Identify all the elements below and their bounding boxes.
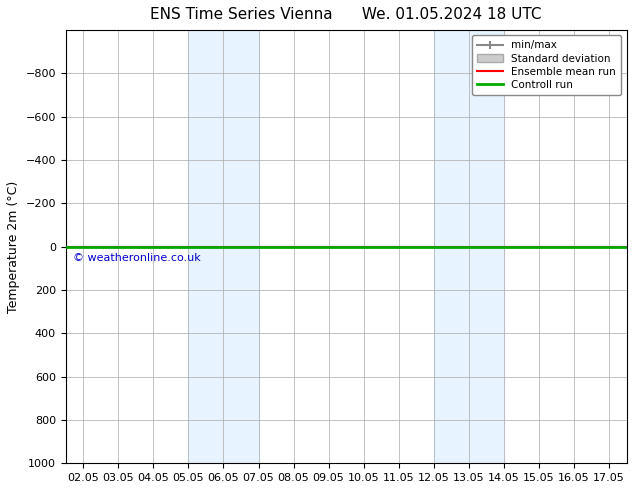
Legend: min/max, Standard deviation, Ensemble mean run, Controll run: min/max, Standard deviation, Ensemble me…: [472, 35, 621, 95]
Bar: [188, 30, 259, 464]
Title: ENS Time Series Vienna      We. 01.05.2024 18 UTC: ENS Time Series Vienna We. 01.05.2024 18…: [150, 7, 542, 22]
Y-axis label: Temperature 2m (°C): Temperature 2m (°C): [7, 181, 20, 313]
Text: © weatheronline.co.uk: © weatheronline.co.uk: [73, 253, 200, 263]
Bar: [434, 30, 504, 464]
